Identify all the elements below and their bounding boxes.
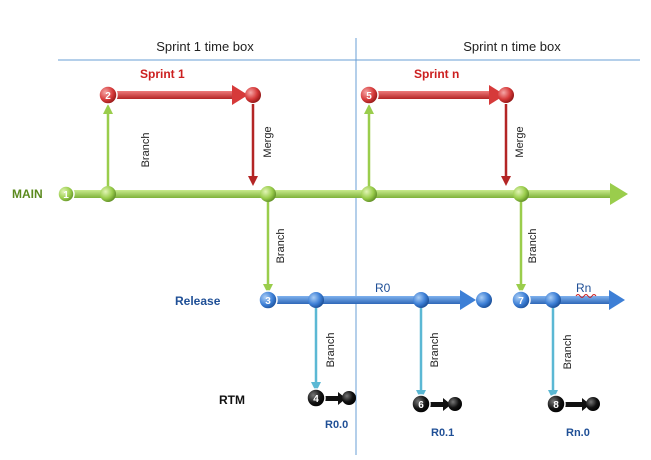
rtm-rn0-branch-label: Branch <box>562 335 574 370</box>
release-r0-branch-arrowhead <box>263 284 273 294</box>
step-3-badge <box>258 290 278 310</box>
step-7-number: 7 <box>518 296 524 307</box>
rn-spellcheck-squiggle <box>575 294 597 298</box>
step-1-number: 1 <box>63 190 69 201</box>
sprintn-arrowhead <box>489 85 505 105</box>
main-node-sprint1-branch <box>100 186 116 202</box>
release-rn-arrowhead <box>609 290 625 310</box>
rtm-r01-bar <box>421 402 447 407</box>
release-r0-branch-label: Branch <box>275 229 287 264</box>
release-r0-title: R0 <box>375 281 391 295</box>
rtm-r00-end-node <box>342 391 356 405</box>
release-rn-node <box>545 292 561 308</box>
sprintn-branch-arrowhead <box>364 104 374 114</box>
step-6-number: 6 <box>418 400 424 411</box>
step-2-badge <box>98 85 118 105</box>
step-8-number: 8 <box>553 400 559 411</box>
sprint1-title: Sprint 1 <box>140 67 185 81</box>
step-1-badge <box>57 185 75 203</box>
step-7-badge <box>511 290 531 310</box>
sprint1-branch-arrowhead <box>103 104 113 114</box>
sprintn-merge-label: Merge <box>514 126 526 157</box>
step-8-badge <box>546 394 566 414</box>
step-3-number: 3 <box>265 296 271 307</box>
sprint1-branch-bar <box>108 91 236 99</box>
sprintn-branch-bar <box>369 91 493 99</box>
sprint1-branch-label: Branch <box>140 133 152 168</box>
rtm-rn0-arrowhead <box>582 398 590 411</box>
release-rn-branch-arrowhead <box>516 284 526 294</box>
release-r0-end-node <box>476 292 492 308</box>
step-4-badge <box>306 388 326 408</box>
release-rn-bar <box>521 296 613 304</box>
release-r01-label: R0.1 <box>431 427 454 439</box>
main-label: MAIN <box>12 187 43 201</box>
step-4-number: 4 <box>313 394 319 405</box>
release-r0-arrowhead <box>460 290 476 310</box>
release-r00-label: R0.0 <box>325 419 348 431</box>
main-node-release-rn <box>513 186 529 202</box>
release-r0-node-rtm <box>308 292 324 308</box>
release-r0-node-r01 <box>413 292 429 308</box>
main-arrowhead <box>610 183 628 205</box>
sprintn-title: Sprint n <box>414 67 459 81</box>
main-node-release-r0 <box>260 186 276 202</box>
sprintn-merge-arrowhead <box>501 176 511 186</box>
rtm-r00-branch-arrowhead <box>311 382 321 392</box>
release-rn-branch-label: Branch <box>527 229 539 264</box>
rtm-rn0-bar <box>556 402 586 407</box>
timebox-sprint1-label: Sprint 1 time box <box>156 39 254 54</box>
timebox-sprintn-label: Sprint n time box <box>463 39 561 54</box>
rtm-rn0-end-node <box>586 397 600 411</box>
step-5-number: 5 <box>366 91 372 102</box>
sprint1-merge-arrowhead <box>248 176 258 186</box>
release-label: Release <box>175 294 221 308</box>
rtm-r00-arrowhead <box>338 392 346 405</box>
rtm-r01-end-node <box>448 397 462 411</box>
step-6-badge <box>411 394 431 414</box>
release-rn-title: Rn <box>576 281 591 295</box>
sprint1-arrowhead <box>232 85 248 105</box>
rtm-r01-branch-label: Branch <box>429 333 441 368</box>
step-2-number: 2 <box>105 91 111 102</box>
rtm-label: RTM <box>219 393 245 407</box>
main-trunk <box>66 190 612 198</box>
release-r0-bar <box>268 296 464 304</box>
sprint1-end-node <box>245 87 261 103</box>
release-rn0-label: Rn.0 <box>566 427 590 439</box>
rtm-r00-branch-label: Branch <box>325 333 337 368</box>
rtm-r01-arrowhead <box>443 398 451 411</box>
sprint1-merge-label: Merge <box>262 126 274 157</box>
step-5-badge <box>359 85 379 105</box>
sprintn-end-node <box>498 87 514 103</box>
rtm-r00-bar <box>316 396 342 401</box>
main-node-sprintn-branch <box>361 186 377 202</box>
